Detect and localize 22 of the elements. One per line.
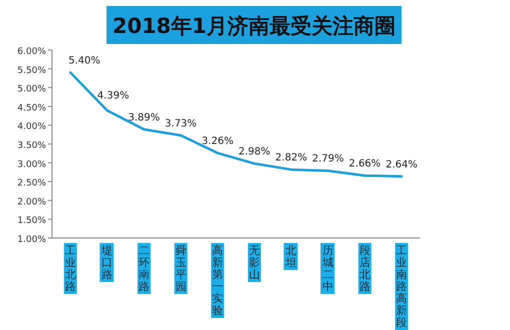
y-tick-label: 5.00% [17,84,46,95]
data-label: 2.79% [312,154,344,165]
data-label: 3.89% [128,112,160,124]
y-tick-label: 4.50% [17,103,46,114]
data-label: 2.98% [238,146,270,158]
data-label: 3.26% [202,136,234,148]
y-tick-label: 3.00% [17,160,46,170]
data-label: 2.66% [348,158,381,170]
y-tick-label: 5.50% [17,66,46,76]
y-tick-label: 3.50% [17,141,46,151]
y-tick-label: 1.00% [17,235,46,245]
y-tick-label: 4.00% [17,122,46,132]
data-label: 4.39% [97,90,130,102]
data-label: 5.40% [68,56,100,67]
y-tick-label: 2.50% [17,178,46,189]
data-label: 2.64% [386,159,418,170]
data-label: 3.73% [164,118,197,130]
y-tick-label: 1.50% [17,216,46,226]
y-tick-label: 6.00% [17,47,46,57]
chart-title: 2018年1月济南最受关注商圈 [112,14,396,38]
y-tick-label: 2.00% [17,197,46,208]
data-label: 2.82% [275,152,308,164]
